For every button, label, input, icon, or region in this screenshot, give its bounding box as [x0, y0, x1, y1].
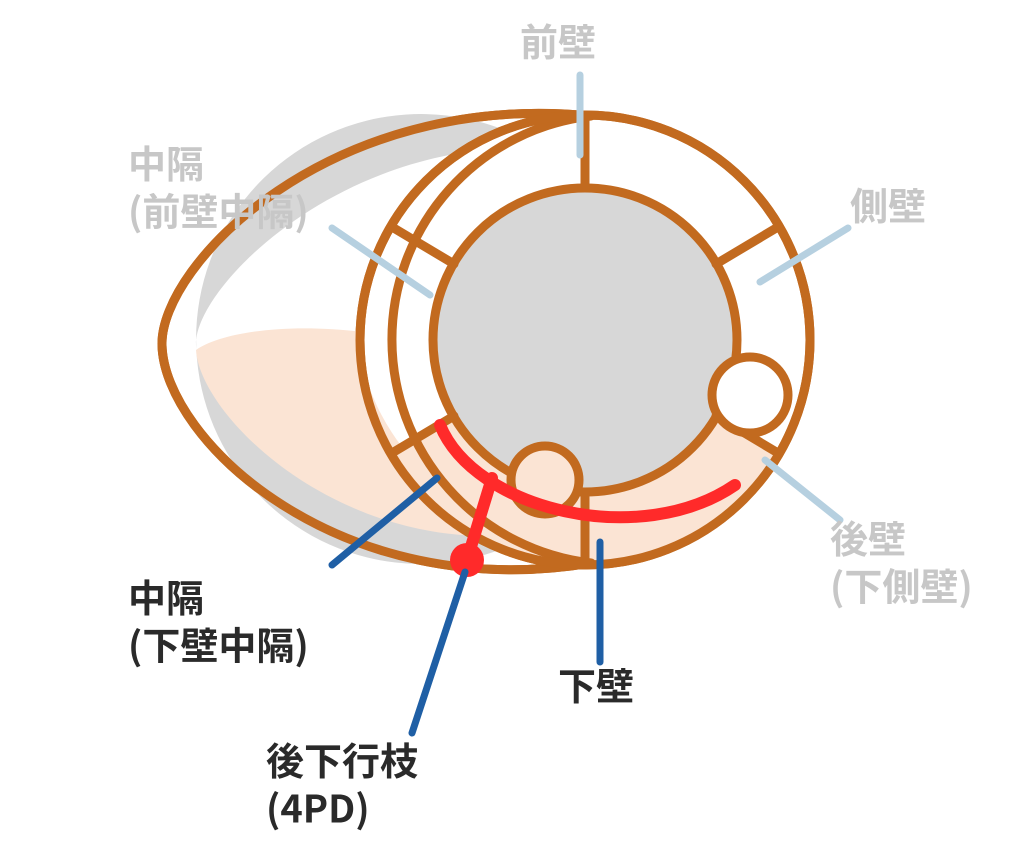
label-inferior: 下壁	[558, 656, 634, 711]
label-lateral: 側壁	[850, 176, 926, 231]
heart-cross-section-diagram: 前壁側壁後壁(下側壁)下壁後下行枝(4PD)中隔(下壁中隔)中隔(前壁中隔)	[0, 0, 1024, 849]
label-anterior: 前壁	[520, 12, 596, 67]
papillary-anterolateral	[712, 357, 788, 433]
lv-cavity	[433, 188, 737, 492]
